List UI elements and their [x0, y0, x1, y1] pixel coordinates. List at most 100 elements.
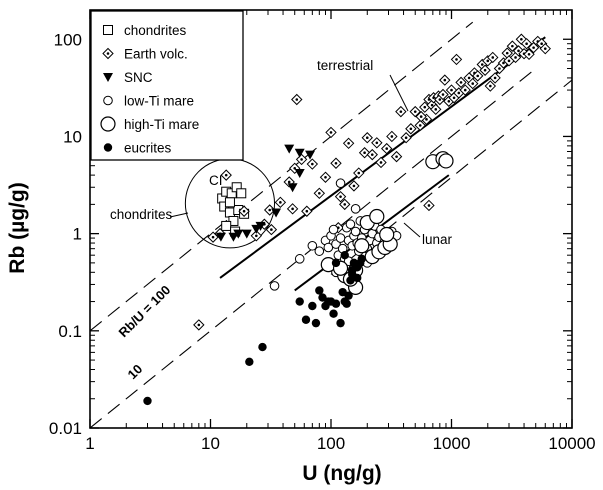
low-ti-mare-point [345, 219, 356, 230]
earth-volc-point [405, 123, 417, 135]
diamond-dot [255, 234, 258, 238]
series-snc [215, 144, 316, 242]
snc-point [271, 208, 282, 218]
diamond-dot [404, 136, 408, 140]
diamond-dot [457, 91, 461, 95]
tick-labels: 1 10 100 1000 10000 0.01 0.1 1 10 100 [49, 30, 596, 453]
diamond-dot [106, 52, 110, 55]
low-ti-mare-point [103, 95, 113, 106]
diamond-dot [443, 78, 447, 82]
diamond-dot [543, 47, 547, 50]
earth-volc-point [193, 319, 205, 331]
chondrites-leader-line [169, 212, 189, 218]
earth-volc-point [371, 137, 383, 149]
diamond-dot [447, 99, 451, 103]
eucrite-point [103, 143, 113, 152]
legend-label: eucrites [124, 141, 172, 156]
earth-volc-point [520, 37, 533, 50]
diamond-dot [357, 171, 361, 175]
earth-volc-point [487, 51, 499, 64]
diamond-dot [441, 93, 445, 96]
diamond-dot [434, 108, 438, 111]
eucrite-point [295, 297, 304, 306]
earth-volc-point [414, 119, 426, 132]
diamond-dot [418, 124, 422, 127]
earth-volc-point [479, 64, 491, 76]
diamond-dot [329, 131, 333, 134]
earth-volc-point [423, 199, 435, 212]
earth-volc-point [102, 47, 114, 60]
earth-volc-point [366, 148, 378, 161]
earth-volc-point [361, 132, 373, 144]
y-tick-label: 1 [73, 225, 82, 244]
diamond-dot [455, 58, 458, 61]
low-ti-mare-point [350, 226, 361, 237]
annotation-ratio-10: 10 [125, 361, 146, 382]
diamond-dot [295, 98, 299, 101]
diamond-dot [324, 175, 327, 179]
low-ti-mare-point [307, 240, 318, 251]
earth-volc-point [291, 93, 303, 106]
chondrite-point [221, 220, 232, 231]
diamond-dot [511, 44, 514, 48]
earth-volc-point [471, 70, 484, 82]
x-axis-label: U (ng/g) [302, 462, 381, 485]
earth-volc-point [523, 48, 535, 61]
earth-volc-point [467, 77, 479, 90]
earth-volc-point [319, 171, 332, 183]
earth-volc-point [375, 156, 387, 169]
series-eucrites [143, 250, 366, 406]
snc-point [294, 148, 305, 158]
diamond-dot [268, 208, 272, 212]
legend-label: Earth volc. [124, 47, 188, 62]
earth-volc-point [539, 42, 551, 55]
legend-item: SNC [103, 70, 153, 85]
diamond-dot [480, 63, 484, 66]
diamond-dot [291, 207, 294, 211]
y-tick-label: 0.1 [58, 322, 82, 341]
earth-volc-point [325, 126, 337, 139]
snc-point [255, 221, 266, 231]
y-tick-label: 0.01 [49, 419, 82, 438]
diamond-dot [311, 162, 314, 166]
low-ti-mare-point [314, 246, 325, 256]
diamond-dot [514, 56, 517, 59]
diamond-dot [459, 81, 463, 84]
diamond-dot [293, 167, 297, 170]
earth-volc-point [313, 187, 326, 200]
legend-item: high-Ti mare [100, 116, 199, 132]
earth-volc-point [506, 40, 519, 52]
earth-volc-point [415, 110, 427, 123]
diamond-dot [363, 151, 366, 155]
eucrite-point [336, 318, 345, 328]
diamond-dot [502, 61, 505, 65]
earth-volc-point [301, 205, 313, 217]
earth-volc-point [264, 204, 276, 216]
diamond-dot [370, 153, 374, 156]
eucrite-point [308, 301, 317, 311]
y-tick-label: 10 [63, 127, 82, 146]
earth-volc-point [238, 205, 250, 217]
diamond-dot [540, 42, 543, 46]
earth-volc-point [400, 132, 412, 144]
legend-label: chondrites [124, 23, 187, 38]
chondrite-point [236, 188, 247, 199]
x-tick-label: 1 [85, 434, 94, 453]
data-points [143, 33, 551, 406]
snc-point [233, 229, 244, 239]
diamond-dot [375, 141, 379, 145]
lunar-leader-line [403, 222, 421, 238]
eucrite-point [331, 299, 341, 308]
earth-volc-point [286, 203, 299, 215]
diamond-dot [343, 203, 347, 206]
diamond-dot [525, 42, 528, 46]
earth-volc-point [295, 153, 308, 166]
eucrite-point [315, 286, 324, 295]
snc-point [103, 73, 113, 82]
earth-volc-point [330, 157, 342, 169]
diamond-dot [471, 82, 475, 85]
diamond-dot [409, 127, 413, 131]
earth-volc-point [484, 80, 497, 92]
diamond-dot [413, 110, 417, 113]
chondrite-point [224, 197, 235, 208]
